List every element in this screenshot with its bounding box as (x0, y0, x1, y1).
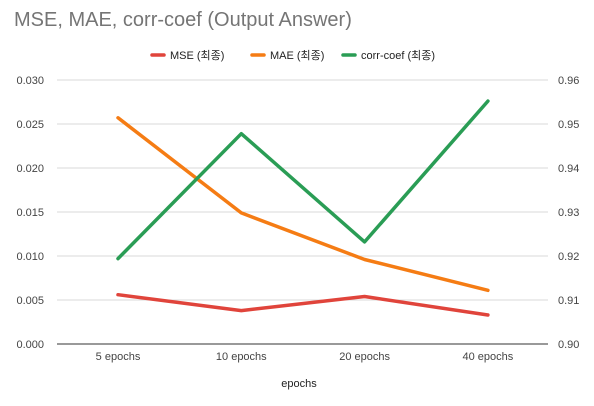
right-tick-label: 0.91 (558, 295, 579, 307)
left-tick-label: 0.020 (16, 163, 44, 175)
left-axis: 0.000 0.005 0.010 0.015 0.020 0.025 0.030 (16, 75, 44, 351)
left-tick-label: 0.010 (16, 251, 44, 263)
left-tick-label: 0.000 (16, 339, 44, 351)
left-tick-label: 0.015 (16, 207, 44, 219)
left-tick-label: 0.005 (16, 295, 44, 307)
right-axis: 0.90 0.91 0.92 0.93 0.94 0.95 0.96 (558, 75, 579, 351)
legend-label: MAE (최종) (270, 49, 324, 62)
series-line (116, 116, 490, 293)
legend: MSE (최종) MAE (최종) corr-coef (최종) (150, 49, 435, 62)
legend-label: corr-coef (최종) (361, 49, 435, 62)
series-line (116, 292, 490, 317)
right-tick-label: 0.90 (558, 339, 579, 351)
chart-title: MSE, MAE, corr-coef (Output Answer) (14, 9, 352, 31)
right-tick-label: 0.93 (558, 207, 579, 219)
x-axis-title: epochs (281, 378, 317, 390)
series-lines (116, 99, 490, 317)
gridlines (57, 79, 548, 345)
series-line (116, 99, 490, 261)
x-tick-label: 20 epochs (339, 351, 390, 363)
legend-label: MSE (최종) (170, 49, 224, 62)
right-tick-label: 0.92 (558, 251, 579, 263)
x-axis: 5 epochs 10 epochs 20 epochs 40 epochs (96, 351, 514, 363)
right-tick-label: 0.96 (558, 75, 579, 87)
x-tick-label: 40 epochs (463, 351, 514, 363)
legend-item[interactable]: corr-coef (최종) (341, 49, 435, 62)
legend-item[interactable]: MAE (최종) (250, 49, 324, 62)
left-tick-label: 0.030 (16, 75, 44, 87)
x-tick-label: 5 epochs (96, 351, 141, 363)
x-tick-label: 10 epochs (216, 351, 267, 363)
left-tick-label: 0.025 (16, 119, 44, 131)
right-tick-label: 0.95 (558, 119, 579, 131)
right-tick-label: 0.94 (558, 163, 579, 175)
legend-item[interactable]: MSE (최종) (150, 49, 224, 62)
